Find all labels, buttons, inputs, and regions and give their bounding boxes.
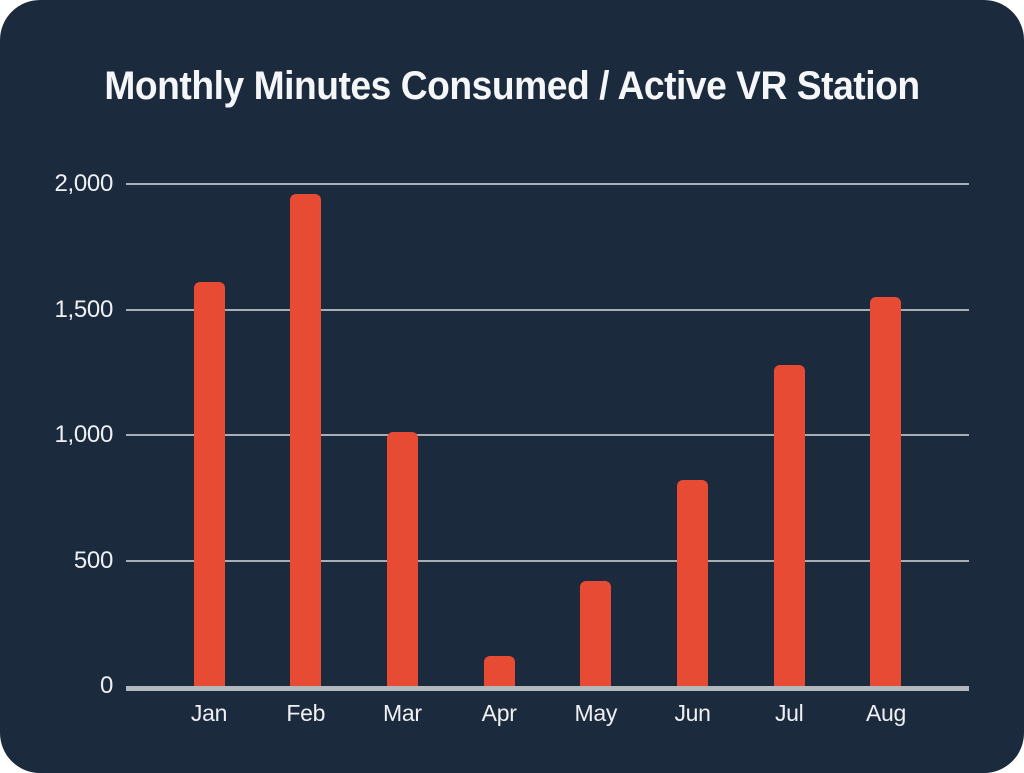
bar <box>193 281 225 686</box>
bar <box>677 480 709 686</box>
gridline <box>125 308 969 311</box>
gridline <box>125 559 969 562</box>
x-tick-label: Feb <box>286 700 326 726</box>
bar <box>580 580 612 686</box>
bar <box>290 194 322 686</box>
y-tick-label: 1,500 <box>54 295 113 323</box>
gridline <box>125 434 969 436</box>
x-tick-label: Mar <box>383 700 422 726</box>
x-axis-line <box>125 686 969 691</box>
y-tick-label: 2,000 <box>54 170 113 197</box>
x-tick-label: May <box>574 700 618 726</box>
gridline <box>125 183 969 185</box>
bar <box>483 655 515 686</box>
bar <box>386 432 418 686</box>
y-tick-label: 0 <box>99 672 113 699</box>
x-tick-label: Jan <box>190 700 228 726</box>
bar <box>870 296 902 686</box>
y-tick-label: 500 <box>73 546 113 574</box>
x-tick-label: Aug <box>865 700 906 726</box>
chart-title: Monthly Minutes Consumed / Active VR Sta… <box>104 64 920 108</box>
bar <box>773 364 805 686</box>
x-tick-label: Jul <box>774 700 804 726</box>
x-tick-label: Jun <box>674 700 711 726</box>
y-tick-label: 1,000 <box>54 421 113 448</box>
x-tick-label: Apr <box>481 700 517 726</box>
